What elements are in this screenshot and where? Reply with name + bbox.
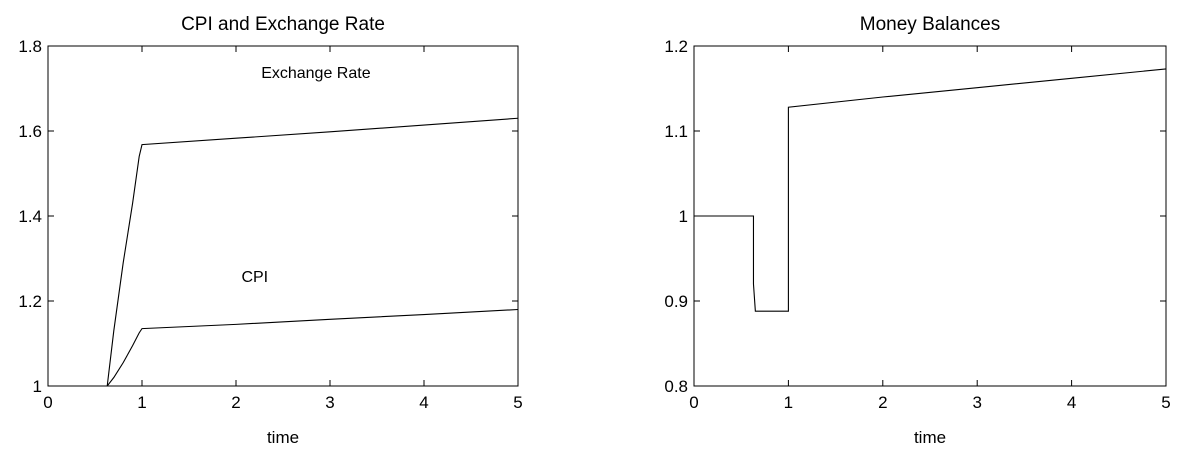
x-tick-label: 3 xyxy=(325,393,334,412)
y-tick-label: 0.9 xyxy=(664,292,688,311)
x-tick-label: 4 xyxy=(1067,393,1076,412)
x-tick-label: 1 xyxy=(137,393,146,412)
annotations: Exchange Rate CPI xyxy=(241,65,370,286)
y-tick-label: 1.2 xyxy=(18,292,42,311)
chart-title: Money Balances xyxy=(860,14,1000,35)
y-axis: 0.8 0.9 1 1.1 1.2 xyxy=(664,37,1166,396)
x-axis: 0 1 2 3 4 5 xyxy=(689,46,1171,412)
x-axis-label: time xyxy=(914,428,946,447)
y-tick-label: 0.8 xyxy=(664,377,688,396)
y-tick-label: 1.1 xyxy=(664,122,688,141)
x-tick-label: 4 xyxy=(419,393,428,412)
y-tick-label: 1.8 xyxy=(18,37,42,56)
x-tick-label: 3 xyxy=(972,393,981,412)
series-lines xyxy=(694,68,1167,312)
x-axis: 0 1 2 3 4 5 xyxy=(43,46,523,412)
x-tick-label: 0 xyxy=(689,393,698,412)
annotation-label: CPI xyxy=(241,269,268,286)
series-lines xyxy=(48,117,519,387)
series-line xyxy=(48,117,519,387)
y-tick-label: 1.4 xyxy=(18,207,42,226)
x-axis-label: time xyxy=(267,428,299,447)
series-line xyxy=(694,68,1167,312)
y-tick-label: 1.2 xyxy=(664,37,688,56)
x-tick-label: 5 xyxy=(513,393,522,412)
x-tick-label: 2 xyxy=(878,393,887,412)
chart-title: CPI and Exchange Rate xyxy=(181,14,385,35)
y-tick-label: 1 xyxy=(679,207,688,226)
annotation-label: Exchange Rate xyxy=(261,65,371,82)
x-tick-label: 5 xyxy=(1161,393,1170,412)
chart-money-balances: Money Balances 0 1 2 3 4 5 0.8 0.9 1 1.1 1.2 time xyxy=(664,14,1170,447)
y-tick-label: 1 xyxy=(33,377,42,396)
y-axis: 1 1.2 1.4 1.6 1.8 xyxy=(18,37,518,396)
y-tick-label: 1.6 xyxy=(18,122,42,141)
series-line xyxy=(48,308,519,387)
x-tick-label: 2 xyxy=(231,393,240,412)
plot-frame xyxy=(47,45,519,387)
x-tick-label: 0 xyxy=(43,393,52,412)
x-tick-label: 1 xyxy=(784,393,793,412)
plot-frame xyxy=(693,45,1167,387)
